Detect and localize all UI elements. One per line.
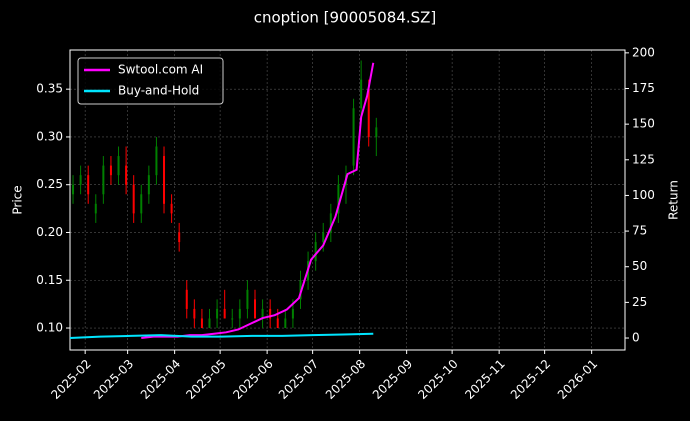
- candle-body: [291, 308, 294, 319]
- candle-body: [79, 175, 82, 185]
- y2-tick-label: 75: [632, 224, 647, 238]
- candle-body: [261, 308, 264, 319]
- candle-body: [367, 89, 370, 137]
- y2-tick-label: 100: [632, 188, 655, 202]
- candle-body: [276, 318, 279, 329]
- candle-body: [329, 213, 332, 233]
- candle-body: [375, 127, 378, 137]
- y-tick-label: 0.30: [36, 129, 63, 143]
- y-tick-label: 0.35: [36, 82, 63, 96]
- candle-body: [269, 308, 272, 319]
- plot-frame: [69, 49, 626, 351]
- y2-tick-label: 175: [632, 81, 655, 95]
- candle-body: [314, 242, 317, 262]
- candle-body: [322, 232, 325, 243]
- legend-box: [77, 57, 224, 105]
- candle-body: [254, 299, 256, 319]
- y-tick-label: 0.25: [36, 177, 63, 191]
- y2-axis-label: Return: [667, 180, 681, 220]
- y-tick-label: 0.10: [36, 321, 63, 335]
- y2-tick-label: 25: [632, 295, 647, 309]
- y2-tick-label: 0: [632, 331, 640, 345]
- candle-body: [352, 108, 355, 166]
- y-tick-label: 0.15: [36, 273, 63, 287]
- y-axis-label: Price: [11, 185, 25, 214]
- y-tick-label: 0.20: [36, 225, 63, 239]
- y2-tick-label: 200: [632, 45, 655, 59]
- legend-label: Swtool.com AI: [118, 63, 203, 77]
- y2-tick-label: 125: [632, 152, 655, 166]
- candle-body: [223, 308, 226, 319]
- candle-body: [246, 289, 249, 309]
- candle-body: [87, 175, 90, 195]
- candle-body: [132, 184, 135, 214]
- candle-body: [216, 308, 219, 319]
- candle-body: [163, 156, 166, 204]
- candle-body: [140, 194, 143, 214]
- candle-body: [200, 318, 203, 329]
- candle-body: [109, 165, 112, 176]
- candle-body: [231, 318, 234, 320]
- legend-label: Buy-and-Hold: [118, 84, 199, 98]
- candle-body: [147, 175, 150, 195]
- candle-body: [155, 146, 158, 176]
- candle-body: [185, 289, 188, 309]
- candle-body: [72, 184, 75, 195]
- candle-body: [170, 203, 173, 214]
- candle-body: [299, 280, 302, 300]
- candle-body: [337, 184, 340, 214]
- chart-title: cnoption [90005084.SZ]: [254, 9, 437, 27]
- candle-body: [360, 79, 363, 109]
- return-line: [69, 332, 374, 340]
- candle-body: [284, 318, 287, 329]
- candle-body: [102, 165, 105, 195]
- candle-body: [238, 308, 241, 319]
- candle-body: [178, 232, 181, 243]
- y2-tick-label: 50: [632, 259, 647, 273]
- y2-tick-label: 150: [632, 117, 655, 131]
- candle-body: [117, 156, 120, 176]
- candle-body: [208, 318, 211, 329]
- candle-body: [193, 308, 196, 319]
- candle-body: [94, 203, 97, 214]
- candle-body: [125, 165, 128, 185]
